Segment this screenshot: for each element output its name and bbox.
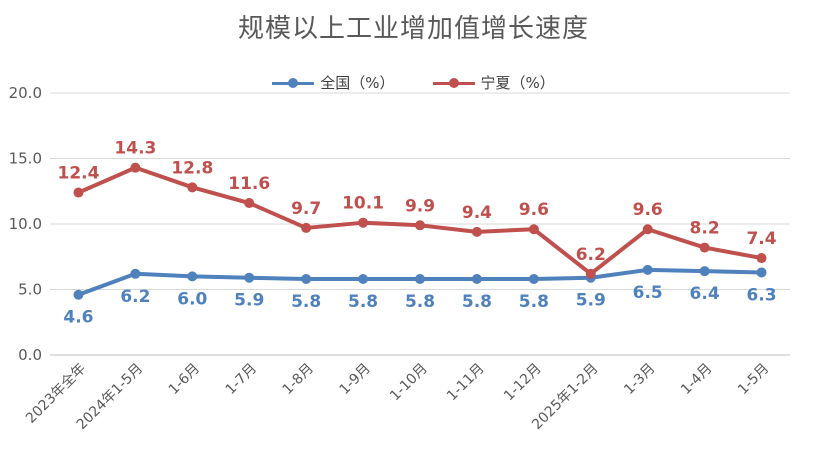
- y-tick-label: 0.0: [18, 346, 42, 364]
- data-point-ningxia: [471, 226, 482, 237]
- data-point-ningxia: [528, 224, 539, 235]
- data-point-national: [699, 266, 710, 277]
- x-tick-label: 1-4月: [678, 361, 715, 398]
- data-label-national: 5.8: [348, 292, 378, 312]
- y-tick-label: 5.0: [18, 281, 42, 299]
- x-tick-label: 1-3月: [621, 361, 658, 398]
- data-label-ningxia: 9.6: [519, 200, 549, 220]
- data-label-ningxia: 9.9: [405, 196, 435, 216]
- data-point-national: [528, 274, 539, 285]
- y-tick-label: 15.0: [9, 150, 42, 168]
- data-point-national: [244, 272, 255, 283]
- data-label-ningxia: 10.1: [342, 194, 384, 214]
- data-label-national: 5.9: [576, 291, 606, 311]
- legend-item-ningxia: 宁夏（%）: [432, 72, 555, 93]
- data-point-national: [415, 274, 425, 285]
- data-point-ningxia: [699, 242, 710, 253]
- data-point-national: [187, 271, 198, 282]
- data-point-national: [130, 268, 141, 279]
- data-point-ningxia: [301, 222, 312, 233]
- x-tick-label: 1-5月: [735, 361, 772, 398]
- x-tick-label: 1-9月: [337, 361, 374, 398]
- data-label-national: 6.4: [690, 284, 720, 304]
- data-point-ningxia: [73, 187, 84, 198]
- data-label-ningxia: 14.3: [114, 139, 156, 159]
- data-point-national: [358, 274, 369, 285]
- x-tick-label: 1-6月: [166, 361, 203, 398]
- data-point-ningxia: [358, 217, 369, 228]
- data-point-national: [642, 264, 653, 275]
- legend-label-national: 全国（%）: [320, 74, 395, 92]
- data-point-ningxia: [130, 162, 141, 173]
- legend-item-national: 全国（%）: [272, 72, 395, 93]
- data-point-ningxia: [415, 220, 425, 231]
- x-tick-label: 1-11月: [444, 361, 488, 405]
- data-label-ningxia: 9.6: [633, 200, 663, 220]
- data-point-national: [301, 274, 312, 285]
- legend-label-ningxia: 宁夏（%）: [480, 74, 555, 92]
- data-label-ningxia: 8.2: [690, 219, 720, 239]
- data-label-ningxia: 7.4: [746, 229, 776, 249]
- data-label-national: 4.6: [63, 308, 93, 328]
- data-label-ningxia: 9.4: [462, 203, 492, 223]
- data-label-national: 6.3: [746, 285, 776, 305]
- data-point-ningxia: [187, 182, 198, 193]
- data-label-national: 5.8: [519, 292, 549, 312]
- data-label-national: 6.0: [177, 289, 207, 309]
- y-tick-label: 20.0: [9, 84, 42, 102]
- data-label-national: 6.2: [120, 287, 150, 307]
- x-tick-label: 1-12月: [501, 361, 545, 405]
- data-point-ningxia: [244, 198, 255, 209]
- data-point-ningxia: [585, 268, 596, 279]
- legend: 全国（%） 宁夏（%）: [0, 72, 827, 93]
- data-label-national: 5.9: [234, 291, 264, 311]
- data-point-national: [756, 267, 767, 278]
- data-label-national: 5.8: [291, 292, 321, 312]
- data-label-ningxia: 12.8: [171, 158, 213, 178]
- x-tick-label: 1-10月: [387, 361, 431, 405]
- data-point-ningxia: [756, 253, 767, 264]
- x-tick-label: 1-8月: [280, 361, 317, 398]
- data-label-national: 5.8: [462, 292, 492, 312]
- data-point-national: [73, 289, 84, 300]
- data-label-ningxia: 9.7: [291, 199, 321, 219]
- legend-swatch-ningxia: [432, 77, 475, 89]
- data-label-ningxia: 11.6: [228, 174, 270, 194]
- data-label-ningxia: 12.4: [57, 164, 99, 184]
- data-label-national: 6.5: [633, 283, 663, 303]
- y-tick-label: 10.0: [9, 215, 42, 233]
- x-tick-label: 1-7月: [223, 361, 260, 398]
- data-point-national: [471, 274, 482, 285]
- legend-swatch-national: [272, 77, 315, 89]
- data-label-ningxia: 6.2: [576, 245, 606, 265]
- data-label-national: 5.8: [405, 292, 435, 312]
- data-point-ningxia: [642, 224, 653, 235]
- chart-title: 规模以上工业增加值增长速度: [237, 14, 589, 44]
